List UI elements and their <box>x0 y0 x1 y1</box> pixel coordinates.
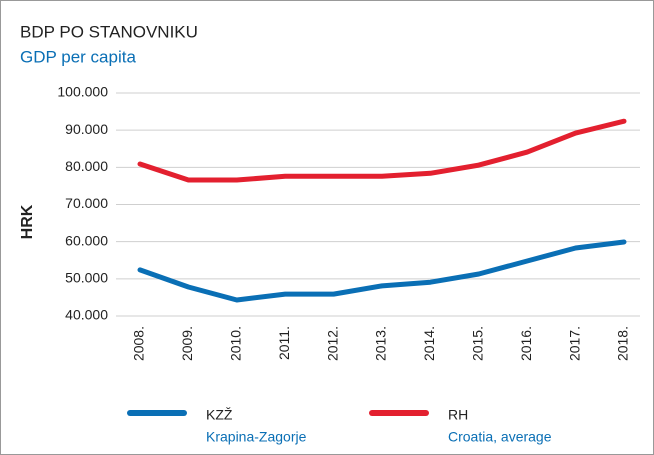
x-tick-label: 2012. <box>324 326 340 361</box>
x-tick-label: 2016. <box>518 326 534 361</box>
x-tick-label: 2008. <box>131 326 147 361</box>
y-tick-label: 80.000 <box>65 158 108 174</box>
legend-description: Croatia, average <box>448 429 552 445</box>
legend-description: Krapina-Zagorje <box>206 429 307 445</box>
y-tick-label: 40.000 <box>65 307 108 323</box>
legend-label: RH <box>448 407 468 423</box>
legend-label: KZŽ <box>206 407 233 423</box>
chart-title: BDP PO STANOVNIKU <box>20 22 198 41</box>
y-tick-label: 60.000 <box>65 232 108 248</box>
x-tick-label: 2009. <box>179 326 195 361</box>
x-tick-label: 2017. <box>566 326 582 361</box>
x-tick-label: 2015. <box>470 326 486 361</box>
y-tick-label: 90.000 <box>65 121 108 137</box>
y-tick-label: 70.000 <box>65 195 108 211</box>
y-axis-label: HRK <box>19 204 36 239</box>
series-line <box>137 118 627 183</box>
series-line <box>137 239 627 303</box>
x-tick-label: 2014. <box>421 326 437 361</box>
x-tick-label: 2018. <box>615 326 631 361</box>
chart-subtitle: GDP per capita <box>20 47 136 66</box>
x-tick-label: 2010. <box>228 326 244 361</box>
x-tick-label: 2011. <box>276 326 292 360</box>
y-tick-label: 100.000 <box>57 84 108 100</box>
y-tick-label: 50.000 <box>65 270 108 286</box>
x-tick-label: 2013. <box>373 326 389 361</box>
